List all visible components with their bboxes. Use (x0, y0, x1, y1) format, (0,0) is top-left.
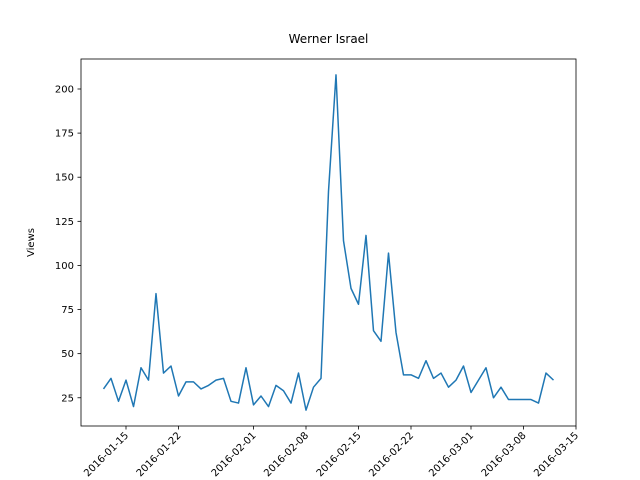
x-tick-label: 2016-03-08 (480, 430, 529, 479)
x-tick-label: 2016-03-01 (427, 430, 476, 479)
x-tick-label: 2016-03-15 (532, 430, 581, 479)
x-tick-label: 2016-01-22 (135, 430, 184, 479)
y-tick-label: 200 (55, 84, 74, 95)
y-tick-label: 75 (61, 305, 74, 316)
chart-title: Werner Israel (289, 32, 369, 46)
y-tick-label: 100 (55, 261, 74, 272)
y-axis-label: Views (26, 228, 37, 257)
x-tick-label: 2016-02-08 (262, 430, 311, 479)
y-tick-label: 25 (61, 393, 74, 404)
y-tick-label: 175 (55, 129, 74, 140)
y-tick-label: 50 (61, 349, 74, 360)
x-tick-label: 2016-02-01 (210, 430, 259, 479)
y-tick-label: 125 (55, 217, 74, 228)
y-tick-label: 150 (55, 173, 74, 184)
plot-frame (80, 58, 577, 427)
x-tick-label: 2016-02-15 (315, 430, 364, 479)
x-tick-label: 2016-02-22 (367, 430, 416, 479)
x-tick-label: 2016-01-15 (82, 430, 131, 479)
data-line (102, 74, 555, 411)
